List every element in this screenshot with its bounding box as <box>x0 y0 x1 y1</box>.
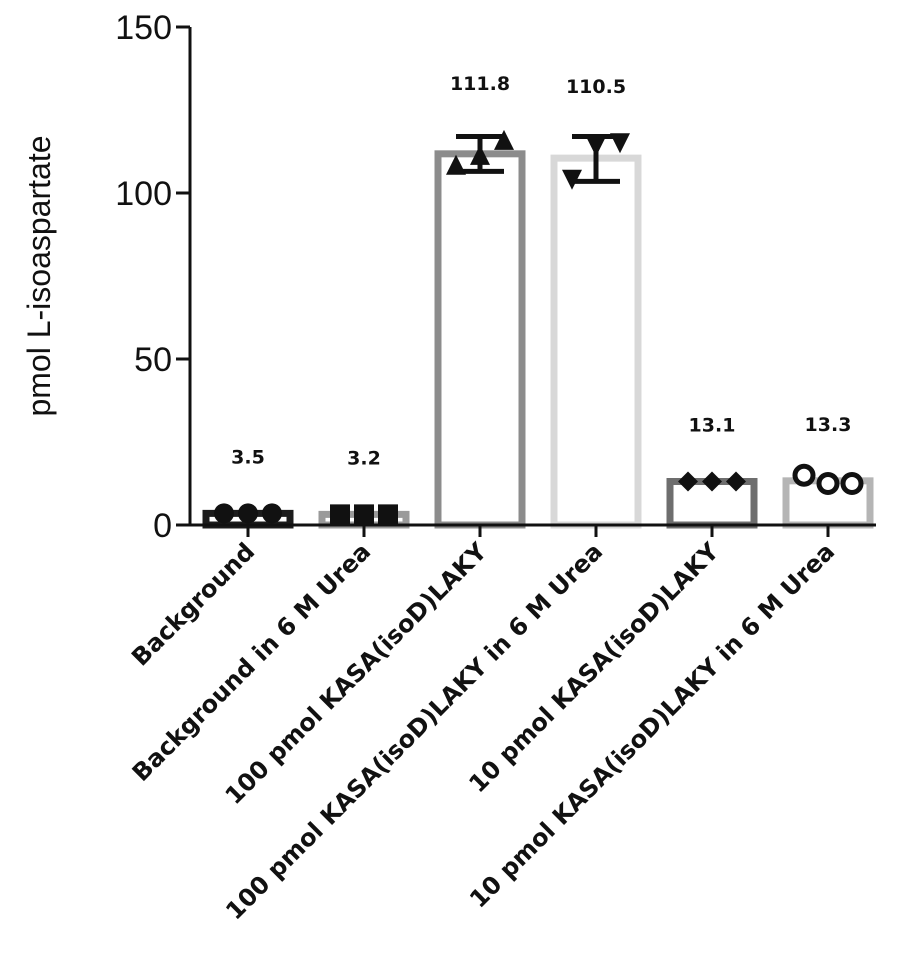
data-label: 3.2 <box>347 447 381 469</box>
y-tick-label: 0 <box>153 507 172 545</box>
data-point <box>330 504 350 525</box>
data-point <box>494 129 514 150</box>
data-label: 13.3 <box>805 414 852 436</box>
data-label: 111.8 <box>450 73 510 95</box>
data-point <box>446 154 466 175</box>
data-point <box>238 503 258 524</box>
data-point <box>262 503 282 524</box>
data-point <box>378 504 398 525</box>
y-axis-label: pmol L-isoaspartate <box>21 135 57 416</box>
data-point <box>816 472 840 495</box>
data-point <box>354 504 374 525</box>
x-tick-label: 10 pmol KASA(isoD)LAKY <box>463 537 724 798</box>
x-tick-label: Background <box>126 537 260 671</box>
data-label: 3.5 <box>231 446 265 468</box>
bar <box>550 154 642 529</box>
data-point <box>470 144 490 165</box>
data-point <box>586 136 606 157</box>
data-label: 110.5 <box>566 76 626 98</box>
data-point <box>840 472 864 495</box>
data-points <box>214 129 864 525</box>
y-tick-label: 50 <box>134 341 172 379</box>
x-tick-label: Background in 6 M Urea <box>127 537 376 786</box>
y-tick-label: 150 <box>115 9 172 47</box>
data-point <box>726 471 746 492</box>
data-point <box>214 503 234 524</box>
bar <box>434 150 526 529</box>
data-point <box>610 133 630 154</box>
y-tick-label: 100 <box>115 175 172 213</box>
data-point <box>702 471 722 492</box>
data-point <box>792 463 816 487</box>
data-point <box>678 471 698 492</box>
data-point <box>562 169 582 190</box>
data-label: 13.1 <box>689 415 736 437</box>
bars <box>202 150 874 529</box>
data-labels: 3.5 3.2 111.8 110.5 13.1 13.3 <box>231 73 851 469</box>
y-axis: 0 50 100 150 <box>115 9 192 545</box>
